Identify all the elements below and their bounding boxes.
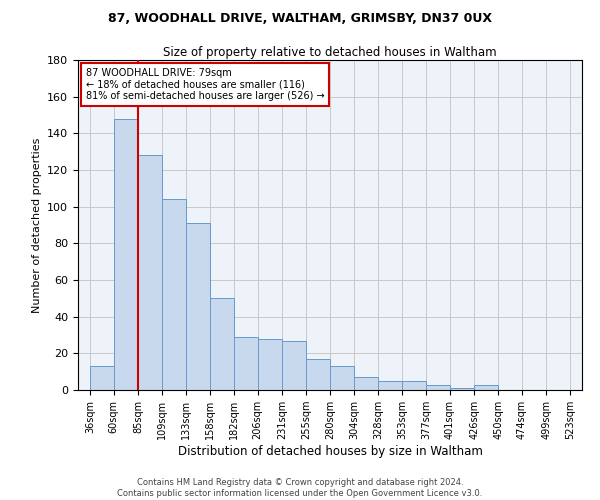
Y-axis label: Number of detached properties: Number of detached properties <box>32 138 41 312</box>
Bar <box>113 118 138 390</box>
Bar <box>282 340 306 390</box>
Bar <box>306 359 331 390</box>
Bar <box>257 338 282 390</box>
Bar <box>426 384 450 390</box>
Bar <box>475 384 498 390</box>
Bar <box>234 337 257 390</box>
Bar <box>331 366 354 390</box>
Bar <box>162 200 185 390</box>
Bar <box>138 156 162 390</box>
Title: Size of property relative to detached houses in Waltham: Size of property relative to detached ho… <box>163 46 497 59</box>
Bar <box>90 366 113 390</box>
Bar <box>378 381 403 390</box>
Bar <box>210 298 234 390</box>
Bar <box>354 377 378 390</box>
Bar <box>450 388 475 390</box>
X-axis label: Distribution of detached houses by size in Waltham: Distribution of detached houses by size … <box>178 445 482 458</box>
Text: 87 WOODHALL DRIVE: 79sqm
← 18% of detached houses are smaller (116)
81% of semi-: 87 WOODHALL DRIVE: 79sqm ← 18% of detach… <box>86 68 324 102</box>
Text: Contains HM Land Registry data © Crown copyright and database right 2024.
Contai: Contains HM Land Registry data © Crown c… <box>118 478 482 498</box>
Bar <box>185 223 210 390</box>
Bar <box>403 381 426 390</box>
Text: 87, WOODHALL DRIVE, WALTHAM, GRIMSBY, DN37 0UX: 87, WOODHALL DRIVE, WALTHAM, GRIMSBY, DN… <box>108 12 492 26</box>
